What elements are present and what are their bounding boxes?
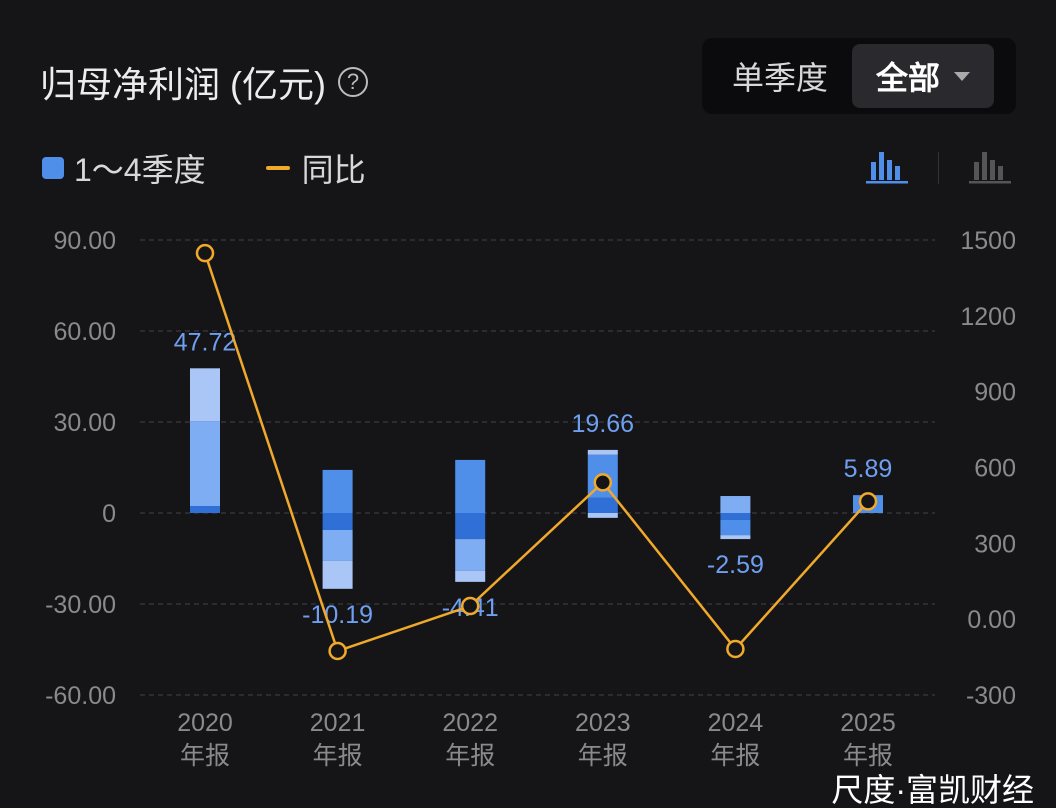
bar-value-label: -2.59: [707, 551, 764, 579]
period-toggle: 单季度 全部: [702, 38, 1016, 114]
x-tick-type: 年报: [313, 741, 363, 770]
x-tick-type: 年报: [843, 741, 893, 770]
left-tick-label: 90.00: [53, 227, 116, 255]
x-tick-year: 2021: [310, 709, 366, 737]
bar-value-label: -10.19: [302, 601, 373, 629]
x-tick-type: 年报: [578, 741, 628, 770]
legend: 1～4季度 同比: [42, 145, 366, 191]
left-tick-label: 30.00: [53, 409, 116, 437]
bar-segment: [190, 506, 220, 513]
left-tick-label: -30.00: [45, 591, 116, 619]
yoy-point: [593, 473, 613, 492]
question-circle-icon[interactable]: ?: [337, 67, 368, 97]
bar-chart-icon[interactable]: [969, 148, 1011, 189]
yoy-line: [203, 252, 869, 653]
title-text: 归母净利润 (亿元): [40, 64, 326, 105]
x-tick-type: 年报: [445, 741, 495, 770]
bar-segment: [587, 513, 618, 518]
bar-value-label: 5.89: [844, 455, 893, 483]
toggle-all-label: 全部: [876, 60, 941, 96]
right-tick-label: 1200: [960, 303, 1016, 331]
legend-line-label: 同比: [301, 152, 366, 188]
x-tick-year: 2025: [840, 709, 896, 737]
left-tick-label: 0: [102, 500, 116, 528]
line-legend-swatch: [265, 166, 290, 170]
right-tick-label: 900: [974, 379, 1016, 407]
bar-segment: [587, 497, 618, 513]
legend-bar-label: 1～4季度: [74, 152, 206, 188]
bar-value-label: 19.66: [572, 410, 635, 438]
bar-segment: [190, 421, 220, 507]
bar-segment: [322, 513, 353, 530]
bar-segment: [322, 529, 353, 561]
stacked-bar-chart-icon[interactable]: [866, 148, 908, 189]
bar-segment: [720, 519, 751, 536]
x-tick-year: 2023: [575, 709, 631, 737]
bar-segment: [720, 513, 751, 520]
x-tick-year: 2024: [708, 709, 764, 737]
yoy-point: [460, 596, 480, 616]
x-tick-type: 年报: [710, 741, 760, 770]
bar-segment: [587, 449, 618, 455]
x-tick-type: 年报: [180, 741, 230, 770]
bar-segment: [322, 469, 353, 513]
bar-segment: [455, 459, 486, 513]
bar-segment: [322, 560, 353, 589]
bar-segment: [720, 496, 751, 513]
toggle-single-quarter[interactable]: 单季度: [732, 60, 829, 96]
right-tick-label: 600: [974, 455, 1016, 483]
bar-segment: [455, 513, 486, 540]
caret-down-icon: [954, 71, 971, 81]
yoy-point: [195, 243, 215, 263]
yoy-point: [328, 641, 347, 661]
watermark: 尺度·富凯财经: [831, 772, 1034, 808]
x-tick-year: 2022: [442, 709, 498, 737]
chart-title: 归母净利润 (亿元) ?: [40, 56, 368, 108]
yoy-point: [726, 639, 745, 659]
bar-segment: [455, 570, 486, 582]
right-tick-label: -300: [966, 682, 1016, 710]
bar-segment: [190, 368, 220, 422]
icon-divider: [938, 152, 939, 184]
left-tick-label: 60.00: [53, 318, 116, 346]
right-tick-label: 0.00: [967, 606, 1016, 634]
toggle-all-dropdown[interactable]: 全部: [852, 44, 995, 108]
bar-legend-swatch: [42, 157, 64, 179]
yoy-point: [858, 492, 878, 511]
bar-segment: [720, 535, 751, 540]
right-tick-label: 300: [974, 530, 1016, 558]
left-tick-label: -60.00: [45, 682, 116, 710]
x-tick-year: 2020: [177, 709, 233, 737]
bar-segment: [455, 539, 486, 571]
bar-value-label: 47.72: [174, 328, 237, 356]
right-tick-label: 1500: [960, 227, 1016, 255]
